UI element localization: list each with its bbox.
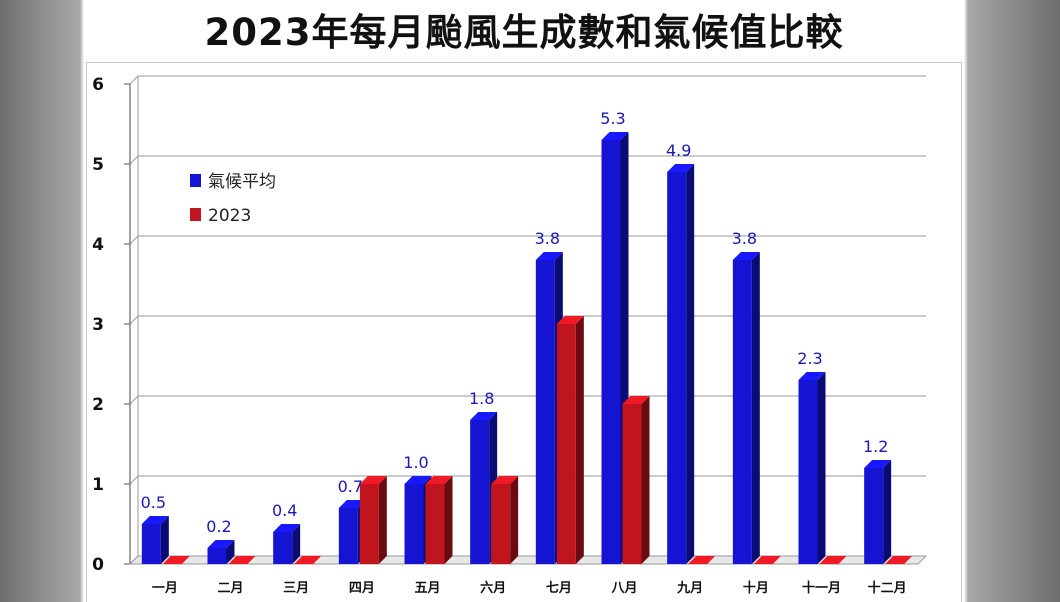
bar-2023 <box>228 556 256 564</box>
y-tick-label: 1 <box>92 475 104 495</box>
x-tick-label: 六月 <box>480 580 506 596</box>
bar-2023 <box>556 316 584 564</box>
data-label-climate: 0.2 <box>206 517 231 536</box>
bar-2023 <box>294 556 322 564</box>
gridline-side <box>129 75 139 85</box>
bar-2023 <box>359 476 387 564</box>
data-label-climate: 5.3 <box>600 109 625 128</box>
chart-frame <box>86 62 962 602</box>
bar-climate <box>141 516 169 564</box>
bar-climate <box>798 372 826 564</box>
gridline-side <box>129 155 139 165</box>
chart-title: 2023年每月颱風生成數和氣候值比較 <box>204 11 844 54</box>
bar-2023 <box>885 556 913 564</box>
y-tick-label: 0 <box>92 555 104 575</box>
data-label-climate: 0.5 <box>141 493 166 512</box>
data-label-climate: 2.3 <box>797 349 822 368</box>
data-label-climate: 0.7 <box>338 477 363 496</box>
gridline-side <box>129 395 139 405</box>
y-tick-label: 5 <box>92 155 104 175</box>
x-tick-label: 八月 <box>610 581 637 596</box>
data-label-climate: 1.8 <box>469 389 494 408</box>
legend-swatch-climate <box>190 174 201 187</box>
data-label-climate: 1.0 <box>403 453 428 472</box>
x-tick-label: 十二月 <box>868 580 907 596</box>
bar-2023 <box>491 476 519 564</box>
bar-2023 <box>622 396 650 564</box>
bar-2023 <box>688 556 716 564</box>
x-tick-label: 一月 <box>152 581 178 596</box>
y-tick-label: 4 <box>92 235 104 255</box>
bar-2023 <box>753 556 781 564</box>
bar-climate <box>864 460 892 564</box>
x-tick-label: 二月 <box>217 581 243 596</box>
y-tick-label: 2 <box>92 395 104 415</box>
legend-swatch-2023 <box>190 208 201 221</box>
y-tick-label: 6 <box>92 75 104 95</box>
x-tick-label: 七月 <box>546 581 572 596</box>
x-tick-label: 十一月 <box>802 580 841 596</box>
y-tick-label: 3 <box>92 315 104 335</box>
bar-climate <box>732 252 760 564</box>
bar-climate <box>273 524 301 564</box>
data-label-climate: 3.8 <box>535 229 560 248</box>
bar-2023 <box>425 476 453 564</box>
x-tick-label: 九月 <box>676 581 703 596</box>
x-tick-label: 四月 <box>349 581 375 596</box>
gridline-side <box>129 475 139 485</box>
bar-climate <box>207 540 235 564</box>
gridline-side <box>129 315 139 325</box>
gridline-side <box>129 235 139 245</box>
legend-label-2023: 2023 <box>208 206 251 226</box>
x-tick-label: 五月 <box>414 581 440 596</box>
bar-climate <box>667 164 695 564</box>
chart-floor <box>128 555 928 565</box>
bar-2023 <box>819 556 847 564</box>
data-label-climate: 0.4 <box>272 501 297 520</box>
legend-label-climate: 氣候平均 <box>208 172 276 192</box>
x-tick-label: 三月 <box>283 581 309 596</box>
x-tick-label: 十月 <box>743 580 769 596</box>
data-label-climate: 1.2 <box>863 437 888 456</box>
bar-2023 <box>162 556 190 564</box>
data-label-climate: 3.8 <box>732 229 757 248</box>
data-label-climate: 4.9 <box>666 141 691 160</box>
